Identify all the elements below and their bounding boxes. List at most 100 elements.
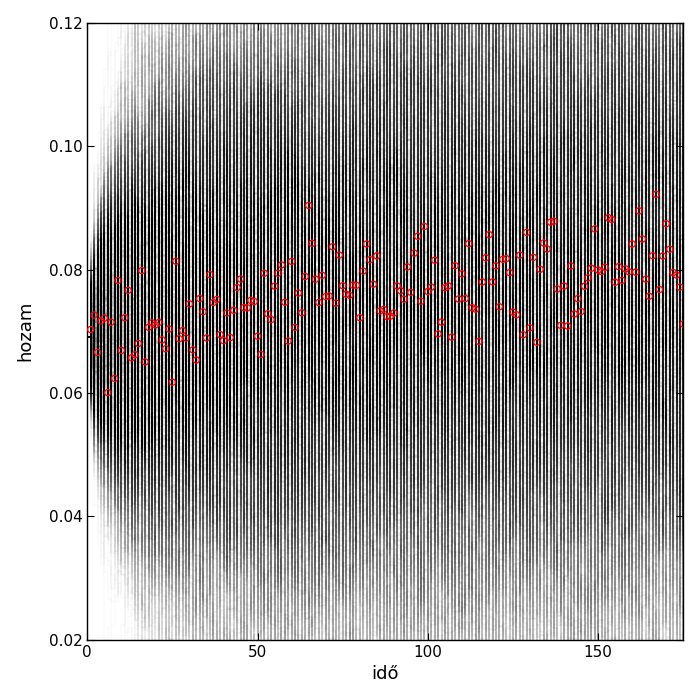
Point [344, 290, 355, 301]
Point [620, 263, 631, 274]
Point [391, 281, 402, 292]
Point [497, 254, 508, 265]
Point [511, 309, 522, 321]
Point [416, 295, 427, 307]
Point [167, 377, 178, 388]
Point [316, 270, 328, 281]
Point [562, 321, 573, 332]
Point [184, 298, 195, 309]
Point [446, 332, 457, 343]
Point [211, 294, 223, 305]
Point [440, 282, 451, 293]
Point [504, 267, 515, 278]
Point [552, 284, 563, 295]
Point [181, 332, 192, 344]
Point [146, 317, 158, 328]
Point [630, 267, 641, 278]
Point [442, 281, 454, 292]
Point [259, 267, 270, 279]
Point [228, 304, 239, 316]
Point [473, 336, 484, 347]
Point [453, 293, 464, 304]
Point [214, 329, 225, 340]
Point [92, 346, 103, 358]
Point [586, 262, 597, 274]
Point [568, 308, 580, 319]
Point [409, 248, 420, 259]
Point [150, 319, 161, 330]
Point [374, 305, 386, 316]
Point [112, 275, 123, 286]
Point [419, 221, 430, 232]
Point [634, 205, 645, 216]
Point [538, 237, 550, 248]
Point [272, 267, 284, 279]
Point [265, 314, 276, 326]
X-axis label: idő: idő [372, 665, 399, 683]
Point [566, 260, 577, 272]
Point [579, 281, 590, 292]
Point [347, 279, 358, 290]
Point [610, 276, 621, 288]
Point [248, 296, 260, 307]
Point [484, 229, 495, 240]
Point [190, 354, 202, 365]
Point [613, 261, 624, 272]
Point [433, 328, 444, 339]
Point [412, 231, 423, 242]
Point [606, 214, 617, 225]
Point [487, 276, 498, 288]
Point [596, 266, 607, 277]
Point [500, 253, 512, 264]
Point [491, 260, 502, 272]
Point [204, 269, 216, 280]
Point [470, 304, 481, 315]
Point [95, 315, 106, 326]
Point [139, 356, 150, 368]
Point [351, 280, 362, 291]
Point [572, 293, 583, 304]
Point [130, 349, 141, 360]
Point [279, 297, 290, 308]
Point [456, 268, 468, 279]
Point [589, 223, 601, 235]
Point [535, 264, 546, 275]
Point [617, 275, 628, 286]
Point [300, 271, 311, 282]
Point [654, 284, 665, 295]
Point [296, 307, 307, 318]
Point [276, 259, 287, 270]
Point [640, 274, 652, 285]
Point [106, 316, 117, 328]
Point [327, 241, 338, 252]
Point [524, 322, 536, 333]
Point [637, 233, 648, 244]
Point [671, 270, 682, 281]
Point [133, 338, 144, 349]
Point [102, 387, 113, 398]
Point [157, 335, 168, 346]
Point [160, 343, 172, 354]
Point [603, 212, 614, 223]
Point [225, 332, 236, 343]
Point [365, 254, 376, 265]
Point [661, 218, 672, 230]
Point [599, 262, 610, 273]
Point [623, 266, 634, 277]
Point [449, 260, 461, 272]
Point [314, 297, 325, 308]
Point [657, 251, 668, 262]
Point [555, 320, 566, 331]
Point [626, 239, 638, 250]
Point [177, 325, 188, 336]
Point [528, 252, 539, 263]
Point [361, 239, 372, 250]
Point [245, 295, 256, 306]
Point [99, 313, 110, 324]
Point [514, 249, 526, 260]
Point [368, 279, 379, 290]
Point [463, 238, 475, 249]
Point [647, 250, 658, 261]
Point [283, 335, 294, 346]
Point [239, 302, 250, 313]
